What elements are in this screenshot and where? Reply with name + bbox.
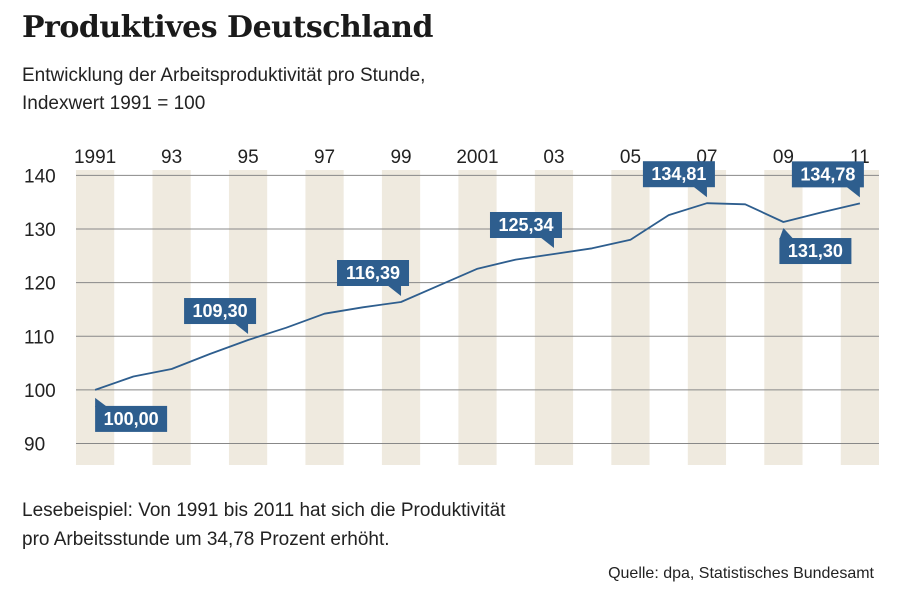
- y-tick-label: 90: [24, 435, 45, 456]
- x-tick-label: 95: [238, 147, 259, 168]
- data-label: 100,00: [95, 397, 168, 432]
- x-tick-label: 03: [543, 147, 564, 168]
- data-label-text: 125,34: [498, 215, 553, 235]
- x-tick-label: 99: [390, 147, 411, 168]
- data-label-pointer: [779, 228, 794, 240]
- x-tick-label: 97: [314, 147, 335, 168]
- data-label-box: [95, 405, 168, 432]
- subtitle-line: Entwicklung der Arbeitsproduktivität pro…: [22, 65, 426, 86]
- data-label-box: [489, 211, 562, 238]
- source-note: Quelle: dpa, Statistisches Bundesamt: [608, 565, 874, 582]
- data-labels: 100,00 109,30 116,39 125,34 134,81 131,30 134,…: [95, 161, 864, 432]
- data-label-pointer: [845, 186, 860, 198]
- data-label: 134,81: [642, 161, 715, 198]
- data-label: 134,78: [791, 161, 864, 198]
- data-label-box: [337, 259, 410, 286]
- data-label-pointer: [387, 284, 402, 296]
- data-label-box: [779, 238, 852, 265]
- year-band: [840, 170, 879, 465]
- y-tick-label: 120: [24, 274, 56, 295]
- subtitle-line: Indexwert 1991 = 100: [22, 93, 206, 114]
- data-label-text: 134,78: [800, 164, 855, 184]
- chart-title: Produktives Deutschland: [22, 10, 433, 45]
- y-tick-label: 100: [24, 381, 56, 402]
- data-label-text: 109,30: [193, 301, 248, 321]
- data-label: 116,39: [337, 259, 410, 296]
- year-band: [305, 170, 344, 465]
- y-tick-labels: 90 100 110 120 130 140: [24, 166, 56, 455]
- x-tick-label: 2001: [456, 147, 498, 168]
- data-label-text: 100,00: [104, 409, 159, 429]
- data-label: 109,30: [184, 298, 257, 335]
- x-tick-label: 09: [773, 147, 794, 168]
- year-band: [764, 170, 803, 465]
- x-tick-label: 93: [161, 147, 182, 168]
- data-label-pointer: [234, 323, 249, 335]
- reading-example: Lesebeispiel: Von 1991 bis 2011 hat sich…: [22, 496, 505, 554]
- x-tick-label: 1991: [74, 147, 116, 168]
- data-label: 125,34: [489, 211, 562, 248]
- data-label-text: 134,81: [651, 164, 706, 184]
- x-tick-label: 05: [620, 147, 641, 168]
- year-band: [611, 170, 650, 465]
- y-tick-label: 110: [24, 327, 54, 348]
- note-line: pro Arbeitsstunde um 34,78 Prozent erhöh…: [22, 529, 390, 550]
- chart-subtitle: Entwicklung der Arbeitsproduktivität pro…: [22, 62, 425, 118]
- series-line: [94, 202, 861, 391]
- y-tick-label: 140: [24, 166, 56, 187]
- data-label-box: [184, 298, 257, 325]
- data-label-pointer: [692, 186, 707, 198]
- year-band: [381, 170, 421, 465]
- data-label-text: 116,39: [346, 263, 400, 283]
- y-tick-label: 130: [24, 220, 56, 241]
- data-label-pointer: [539, 236, 554, 248]
- data-label: 131,30: [779, 228, 852, 265]
- data-label-text: 131,30: [788, 241, 843, 261]
- note-line: Lesebeispiel: Von 1991 bis 2011 hat sich…: [22, 500, 506, 521]
- data-label-box: [791, 161, 864, 188]
- series-lines: [94, 202, 861, 391]
- year-band: [687, 170, 727, 465]
- x-tick-labels: 1991 93 95 97 99 2001 03 05 07 09 11: [74, 147, 870, 168]
- grid-lines: [76, 174, 879, 445]
- data-label-box: [642, 161, 715, 188]
- data-label-pointer: [95, 397, 108, 407]
